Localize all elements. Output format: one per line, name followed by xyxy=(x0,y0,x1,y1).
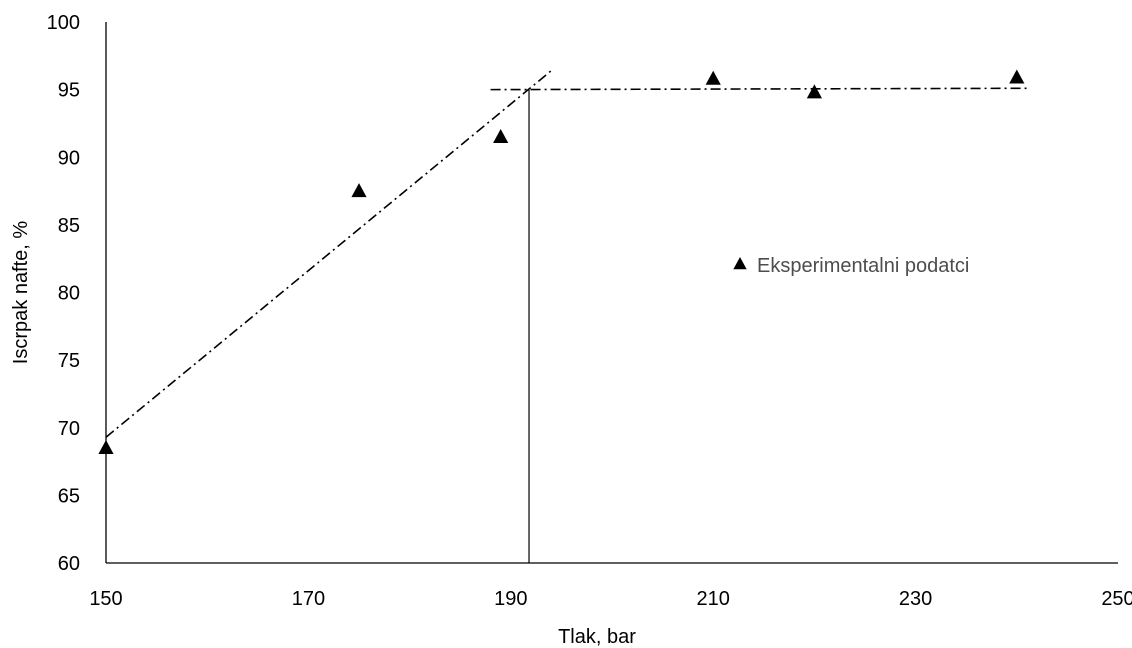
legend: Eksperimentalni podatci xyxy=(733,255,969,277)
data-points xyxy=(98,69,1025,455)
trend-line xyxy=(105,70,552,438)
trend-lines xyxy=(105,70,1027,563)
x-tick-label: 190 xyxy=(494,588,527,610)
x-axis-title: Tlak, bar xyxy=(558,626,636,648)
axes xyxy=(105,22,1118,564)
y-tick-label: 75 xyxy=(58,350,80,372)
data-point xyxy=(493,128,509,143)
legend-label: Eksperimentalni podatci xyxy=(757,255,969,277)
x-tick-label: 150 xyxy=(89,588,122,610)
y-tick-label: 65 xyxy=(58,485,80,507)
data-point xyxy=(705,70,721,85)
tick-labels: 150 170 190 210 230 250 60 65 70 75 80 85 90 95 100 xyxy=(47,12,1132,610)
y-tick-label: 70 xyxy=(58,418,80,440)
x-tick-label: 170 xyxy=(292,588,325,610)
y-tick-label: 100 xyxy=(47,12,80,34)
data-point xyxy=(806,84,822,99)
x-tick-label: 250 xyxy=(1101,588,1132,610)
y-tick-label: 60 xyxy=(58,553,80,575)
legend-marker-triangle xyxy=(733,257,747,270)
x-tick-label: 210 xyxy=(697,588,730,610)
y-tick-label: 85 xyxy=(58,215,80,237)
data-point xyxy=(98,440,114,455)
data-point xyxy=(1009,69,1025,84)
x-tick-label: 230 xyxy=(899,588,932,610)
y-tick-label: 80 xyxy=(58,283,80,305)
trend-line xyxy=(490,87,1027,91)
y-tick-label: 95 xyxy=(58,80,80,102)
y-axis-title: Iscrpak nafte, % xyxy=(10,221,32,365)
data-point xyxy=(351,183,367,198)
y-tick-label: 90 xyxy=(58,147,80,169)
